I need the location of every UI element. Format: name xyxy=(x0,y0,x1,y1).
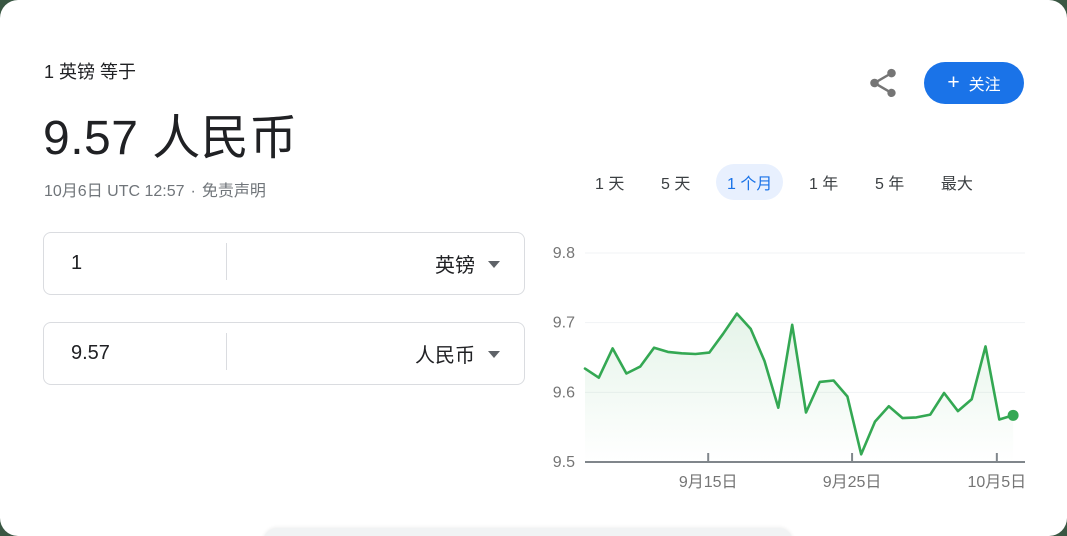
rate-area xyxy=(585,313,1014,462)
tab-5y[interactable]: 5 年 xyxy=(874,176,905,193)
tab-max[interactable]: 最大 xyxy=(940,176,973,193)
chevron-down-icon xyxy=(488,261,500,268)
follow-button-label: 关注 xyxy=(968,77,1001,94)
field-divider xyxy=(226,243,227,280)
chevron-down-icon xyxy=(488,351,500,358)
x-axis-label: 9月25日 xyxy=(823,474,882,491)
tab-1y[interactable]: 1 年 xyxy=(808,176,839,193)
currency-from-label: 英镑 xyxy=(435,255,475,277)
x-axis-label: 9月15日 xyxy=(679,474,738,491)
rate-chart[interactable]: 9.8 9.7 9.6 9.5 9月15日 9月25日 10月5日 xyxy=(535,240,1045,502)
amount-from-field: 英镑 xyxy=(43,232,525,295)
plus-icon: + xyxy=(947,70,960,94)
amount-to-input[interactable] xyxy=(44,323,241,384)
x-axis-label: 10月5日 xyxy=(967,474,1026,491)
conversion-subtitle: 1 英镑 等于 xyxy=(44,62,137,82)
tab-1d[interactable]: 1 天 xyxy=(595,176,625,193)
y-axis-label: 9.8 xyxy=(553,245,575,262)
tab-1m[interactable]: 1 个月 xyxy=(715,164,784,200)
amount-to-field: 人民币 xyxy=(43,322,525,385)
time-range-tabs: 1 天 5 天 1 个月 1 年 5 年 最大 xyxy=(584,164,984,200)
rate-dateline: 10月6日 UTC 12:57 · 免责声明 xyxy=(44,177,266,201)
rate-line xyxy=(583,312,1015,456)
follow-button[interactable]: + 关注 xyxy=(924,62,1024,104)
amount-from-input[interactable] xyxy=(44,233,241,294)
share-button[interactable] xyxy=(861,61,905,105)
conversion-rate-headline: 9.57 人民币 xyxy=(43,112,298,165)
tab-5d[interactable]: 5 天 xyxy=(660,176,691,193)
y-axis-label: 9.7 xyxy=(553,315,575,332)
y-axis-label: 9.6 xyxy=(553,384,575,401)
currency-from-selector[interactable]: 英镑 xyxy=(435,233,524,294)
y-axis-label: 9.5 xyxy=(553,454,575,471)
current-point-dot xyxy=(1007,409,1019,421)
field-divider xyxy=(226,333,227,370)
rate-timestamp: 10月6日 UTC 12:57 xyxy=(44,183,185,200)
more-info-bar[interactable] xyxy=(263,528,793,536)
currency-to-selector[interactable]: 人民币 xyxy=(415,323,524,384)
currency-to-label: 人民币 xyxy=(415,345,475,367)
disclaimer-link[interactable]: 免责声明 xyxy=(201,183,266,200)
share-icon xyxy=(866,66,900,100)
dot-separator: · xyxy=(190,183,196,200)
